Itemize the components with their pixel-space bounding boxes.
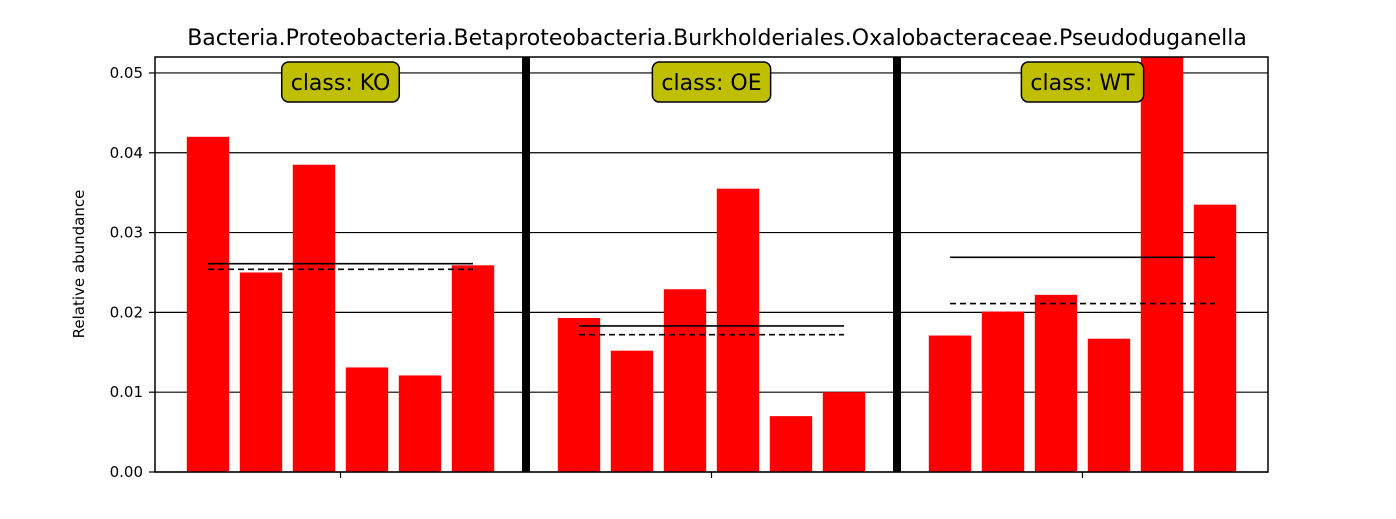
bar xyxy=(451,265,495,472)
bar xyxy=(1034,294,1078,472)
y-tick-label: 0.04 xyxy=(110,144,143,162)
bar xyxy=(928,335,972,472)
y-tick-label: 0.05 xyxy=(110,64,143,82)
bar xyxy=(292,164,336,472)
bar xyxy=(239,272,283,472)
y-axis-label: Relative abundance xyxy=(70,190,88,339)
class-label-background xyxy=(280,61,401,103)
bar xyxy=(186,136,230,472)
bar xyxy=(557,317,601,472)
bar xyxy=(1087,338,1131,472)
class-label-box: class: KO xyxy=(280,61,401,103)
bar xyxy=(398,375,442,472)
class-label: class: WT xyxy=(1030,71,1135,96)
bars xyxy=(186,57,1237,472)
bar xyxy=(822,392,866,472)
bar xyxy=(769,416,813,472)
class-label: class: OE xyxy=(661,71,761,96)
summary-lines xyxy=(208,256,1215,336)
class-label-box: class: OE xyxy=(651,61,772,103)
y-tick-label: 0.00 xyxy=(110,463,143,481)
chart-title: Bacteria.Proteobacteria.Betaproteobacter… xyxy=(187,26,1247,51)
bar xyxy=(981,311,1025,472)
bar xyxy=(716,188,760,472)
class-label-background xyxy=(651,61,772,103)
y-tick-label: 0.02 xyxy=(110,303,143,321)
bar xyxy=(663,289,707,472)
class-label: class: KO xyxy=(291,71,391,96)
class-labels: class: KO class: OE class: WT xyxy=(280,61,1145,103)
group-separators xyxy=(522,57,901,472)
bar xyxy=(610,350,654,472)
bar xyxy=(345,367,389,472)
bar xyxy=(1193,204,1237,472)
x-axis-ticks xyxy=(339,472,1084,478)
bar xyxy=(1140,57,1184,472)
y-tick-label: 0.03 xyxy=(110,224,143,242)
y-axis: 0.00 0.01 0.02 0.03 0.04 0.05 xyxy=(110,64,155,481)
y-tick-label: 0.01 xyxy=(110,383,143,401)
class-label-box: class: WT xyxy=(1020,61,1145,103)
class-label-background xyxy=(1020,61,1145,103)
